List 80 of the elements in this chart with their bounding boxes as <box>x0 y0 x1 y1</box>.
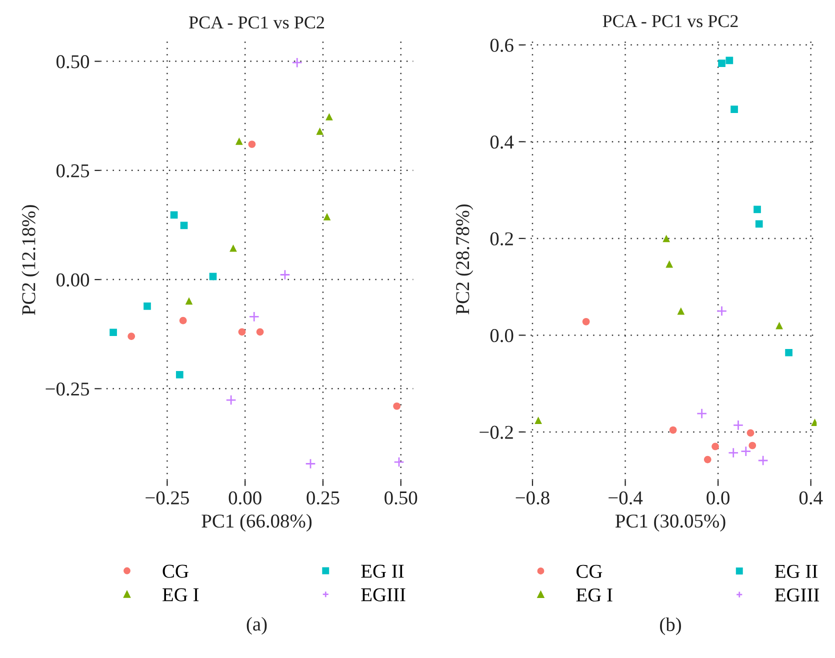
point <box>666 260 674 268</box>
point <box>582 318 590 326</box>
y-axis-title: PC2 (28.78%) <box>456 204 474 314</box>
point <box>748 442 756 450</box>
legend-label: EG II <box>361 564 404 578</box>
legend-label: EG I <box>162 588 199 602</box>
x-tick-label: −0.25 <box>146 491 189 505</box>
point <box>209 272 217 280</box>
point <box>394 456 404 468</box>
point <box>248 311 260 322</box>
point <box>256 328 264 336</box>
text: (a) <box>246 617 267 635</box>
y-tick-label: 0.25 <box>56 164 90 178</box>
y-tick-label: 0.2 <box>490 232 513 246</box>
point <box>179 316 187 324</box>
point <box>755 220 763 228</box>
point <box>176 371 184 378</box>
point <box>180 222 188 230</box>
y-tick-label: −0.2 <box>480 426 513 439</box>
point <box>292 57 302 68</box>
y-tick-label: 0.4 <box>490 136 514 149</box>
point <box>248 140 256 148</box>
point <box>704 456 712 464</box>
point <box>128 332 136 340</box>
legend-label: CG <box>162 564 188 578</box>
y-tick-label: 0.0 <box>490 329 514 342</box>
point <box>740 446 752 457</box>
y-axis-title: PC2 (12.18%) <box>22 205 40 315</box>
x-tick-label: 0.50 <box>384 491 418 505</box>
point <box>235 138 243 145</box>
point <box>746 429 754 437</box>
text: (b) <box>660 617 681 636</box>
point <box>716 306 728 316</box>
point <box>785 348 792 356</box>
point <box>696 408 708 419</box>
x-tick-label: 0.4 <box>799 491 823 505</box>
point <box>712 442 719 450</box>
x-tick-label: −0.8 <box>516 491 550 505</box>
point <box>677 307 685 315</box>
x-tick-label: −0.4 <box>608 491 643 505</box>
point <box>238 328 246 336</box>
legend-label: EG I <box>576 588 612 602</box>
point <box>730 106 738 113</box>
point <box>144 302 151 310</box>
point <box>170 211 178 219</box>
legend-label: EGIII <box>774 588 820 602</box>
x-tick-label: 0.0 <box>706 491 730 505</box>
point <box>726 56 734 64</box>
chart-title: PCA - PC1 vs PC2 <box>189 16 324 29</box>
point <box>718 60 726 67</box>
point <box>323 213 331 220</box>
point <box>326 113 333 120</box>
legend-label: CG <box>576 564 602 578</box>
x-tick-label: 0.00 <box>228 491 262 505</box>
point <box>316 127 324 135</box>
point <box>732 420 744 431</box>
point <box>393 402 400 410</box>
y-tick-label: 0.00 <box>56 273 90 287</box>
legend-label: EG II <box>774 564 818 578</box>
y-tick-label: 0.50 <box>56 55 90 68</box>
point <box>305 458 316 470</box>
point <box>776 322 783 330</box>
y-tick-label: 0.6 <box>490 38 514 52</box>
y-tick-label: −0.25 <box>46 382 90 396</box>
point <box>754 206 761 214</box>
point <box>226 394 236 406</box>
point <box>669 426 677 434</box>
point <box>758 455 768 466</box>
point <box>728 447 739 458</box>
point <box>280 269 290 280</box>
point <box>185 297 193 305</box>
x-axis-title: PC1 (30.05%) <box>615 514 726 532</box>
point <box>534 416 542 424</box>
legend-label: EGIII <box>361 588 406 602</box>
x-tick-label: 0.25 <box>306 491 340 505</box>
point <box>230 244 237 252</box>
x-axis-title: PC1 (66.08%) <box>202 514 312 532</box>
point <box>662 234 670 242</box>
point <box>110 328 117 336</box>
chart-title: PCA - PC1 vs PC2 <box>602 15 738 28</box>
